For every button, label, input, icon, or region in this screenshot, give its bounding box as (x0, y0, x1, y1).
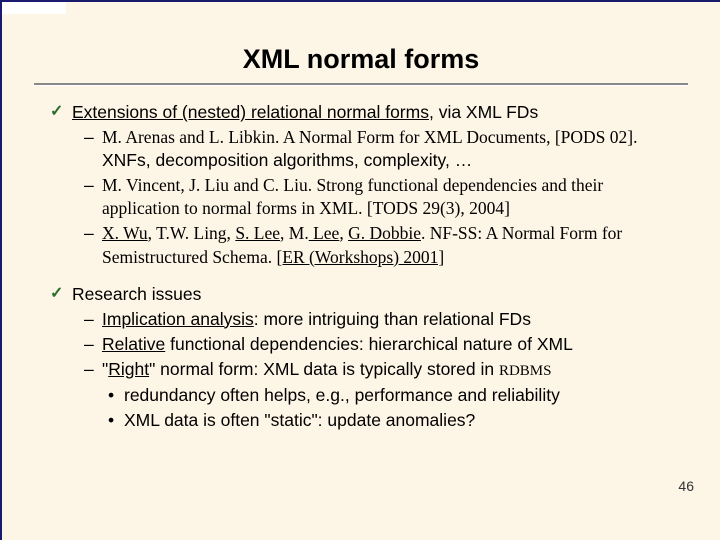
ref-wu-s2: , M. (280, 223, 309, 243)
ref-arenas-venue-close: ]. (627, 127, 637, 147)
ref-wu-s1: , T.W. Ling, (148, 223, 236, 243)
extensions-lead: Extensions of (nested) relational normal… (72, 102, 429, 122)
ref-wu-venue: [ER (Workshops) 2001] (276, 247, 444, 267)
research-lead: Research issues (72, 284, 201, 304)
ref-vincent-authors: M. Vincent, J. Liu and C. Liu. (102, 175, 316, 195)
ref-wu-a2: S. Lee (235, 223, 280, 243)
sub-redundancy: redundancy often helps, e.g., performanc… (50, 384, 672, 407)
top-white-notch (2, 2, 66, 14)
ref-wu-a4: G. Dobbie (348, 223, 421, 243)
issue-relative-tail: functional dependencies: hierarchical na… (165, 334, 573, 354)
ref-arenas-venue: PODS 02 (561, 127, 628, 147)
extensions-tail: , via XML FDs (429, 102, 538, 122)
sub-static: XML data is often "static": update anoma… (50, 409, 672, 432)
spacer (50, 269, 672, 283)
bullet-research: Research issues (50, 283, 672, 306)
ref-wu-a3: Lee (309, 223, 340, 243)
ref-wu: X. Wu, T.W. Ling, S. Lee, M. Lee, G. Dob… (50, 222, 672, 268)
issue-right-rdbms: RDBMS (499, 363, 552, 379)
issue-relative-u: Relative (102, 334, 165, 354)
slide-body: Extensions of (nested) relational normal… (2, 101, 720, 432)
ref-wu-a1: X. Wu (102, 223, 148, 243)
ref-arenas-tail: XNFs, decomposition algorithms, complexi… (102, 150, 472, 170)
slide: XML normal forms Extensions of (nested) … (0, 0, 720, 540)
ref-vincent: M. Vincent, J. Liu and C. Liu. Strong fu… (50, 174, 672, 220)
ref-wu-s3: , (339, 223, 348, 243)
ref-wu-s4: . (421, 223, 430, 243)
slide-title: XML normal forms (2, 44, 720, 75)
ref-arenas-authors: M. Arenas and L. Libkin. (102, 127, 283, 147)
ref-vincent-tail: . [TODS 29(3), 2004] (358, 198, 510, 218)
page-number: 46 (678, 478, 694, 494)
issue-implication: Implication analysis: more intriguing th… (50, 308, 672, 331)
ref-arenas-title: A Normal Form for XML Documents, (283, 127, 551, 147)
issue-implication-u: Implication analysis (102, 309, 254, 329)
issue-implication-tail: : more intriguing than relational FDs (254, 309, 531, 329)
issue-right-post: " normal form: XML data is typically sto… (149, 359, 499, 379)
title-rule (34, 83, 688, 85)
issue-right-u: Right (108, 359, 149, 379)
issue-right-nf: "Right" normal form: XML data is typical… (50, 358, 672, 382)
bullet-extensions: Extensions of (nested) relational normal… (50, 101, 672, 124)
ref-arenas: M. Arenas and L. Libkin. A Normal Form f… (50, 126, 672, 172)
issue-relative: Relative functional dependencies: hierar… (50, 333, 672, 356)
